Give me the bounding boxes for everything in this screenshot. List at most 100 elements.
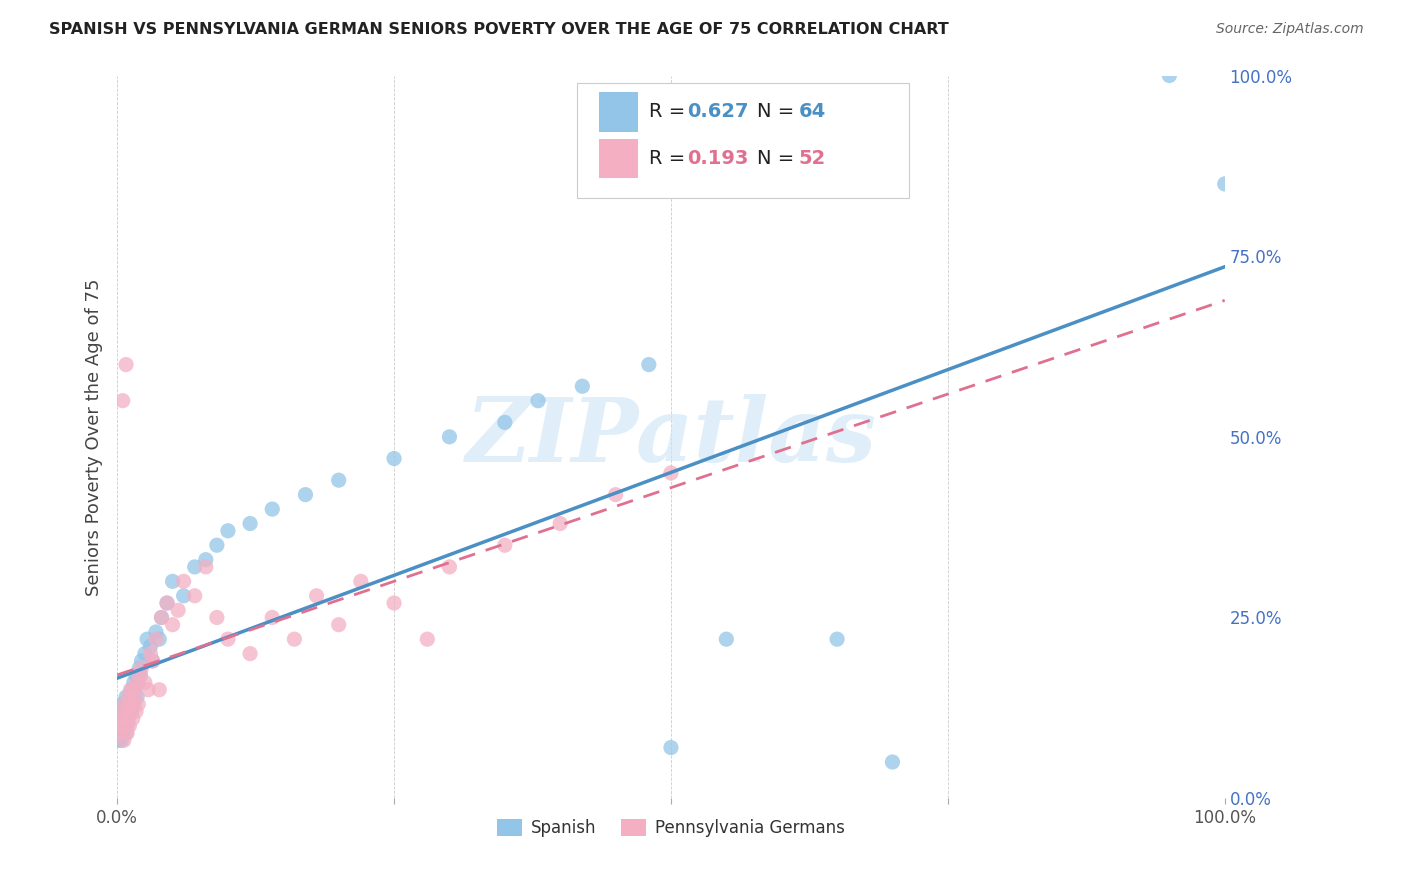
Point (194, 560, 217, 574)
Point (205, 538, 228, 552)
Point (111, 719, 134, 733)
Point (121, 690, 143, 704)
Point (139, 640, 162, 654)
Point (107, 719, 129, 733)
Point (121, 697, 143, 711)
Point (115, 719, 138, 733)
Point (111, 705, 134, 719)
Point (128, 668, 150, 682)
Point (111, 733, 134, 747)
Point (114, 697, 136, 711)
Point (127, 697, 149, 711)
Point (108, 726, 131, 740)
Point (117, 697, 139, 711)
Point (139, 647, 162, 661)
Point (114, 697, 136, 711)
Text: R =: R = (648, 149, 692, 168)
Point (183, 560, 205, 574)
Point (124, 682, 146, 697)
Point (150, 610, 173, 624)
Point (115, 726, 138, 740)
Text: N =: N = (758, 103, 801, 121)
Point (127, 675, 149, 690)
Point (112, 705, 135, 719)
Point (115, 712, 138, 726)
Point (121, 712, 143, 726)
Text: 0.193: 0.193 (688, 149, 749, 168)
Point (122, 697, 145, 711)
Point (121, 705, 143, 719)
Point (1159, 69, 1181, 83)
Point (305, 589, 328, 603)
Point (117, 690, 139, 704)
Point (121, 682, 143, 697)
Point (108, 712, 131, 726)
Point (239, 516, 262, 531)
Point (217, 524, 239, 538)
Text: SPANISH VS PENNSYLVANIA GERMAN SENIORS POVERTY OVER THE AGE OF 75 CORRELATION CH: SPANISH VS PENNSYLVANIA GERMAN SENIORS P… (49, 22, 949, 37)
Point (294, 488, 316, 502)
Point (382, 596, 405, 610)
Point (328, 617, 350, 632)
Point (122, 675, 145, 690)
Point (167, 603, 190, 617)
Point (112, 719, 135, 733)
Point (205, 610, 228, 624)
FancyBboxPatch shape (599, 92, 638, 131)
Point (882, 755, 904, 769)
Point (118, 690, 141, 704)
Point (173, 574, 195, 589)
FancyBboxPatch shape (599, 139, 638, 178)
Point (1213, 177, 1236, 191)
Point (350, 574, 373, 589)
Text: N =: N = (758, 149, 801, 168)
Point (118, 705, 141, 719)
Point (283, 632, 305, 647)
Point (111, 697, 134, 711)
Point (120, 682, 142, 697)
Point (156, 596, 179, 610)
Point (150, 610, 173, 624)
Point (111, 726, 134, 740)
Point (115, 705, 138, 719)
Point (134, 647, 156, 661)
Point (439, 430, 461, 444)
Point (494, 538, 516, 552)
Point (262, 502, 284, 516)
FancyBboxPatch shape (576, 83, 910, 198)
Point (183, 589, 205, 603)
Point (142, 654, 165, 668)
Text: R =: R = (648, 103, 692, 121)
Point (659, 466, 682, 480)
Text: Source: ZipAtlas.com: Source: ZipAtlas.com (1216, 22, 1364, 37)
Point (162, 617, 184, 632)
Point (115, 726, 138, 740)
Point (548, 516, 571, 531)
Point (125, 705, 148, 719)
Text: 64: 64 (799, 103, 825, 121)
Point (659, 740, 682, 755)
Point (111, 712, 134, 726)
Point (122, 682, 145, 697)
Point (239, 647, 262, 661)
Point (128, 661, 150, 675)
Point (173, 589, 195, 603)
Point (825, 632, 848, 647)
Point (131, 661, 153, 675)
Point (120, 697, 142, 711)
Point (110, 705, 132, 719)
Point (148, 682, 170, 697)
Point (194, 552, 217, 566)
Point (605, 488, 627, 502)
Point (494, 416, 516, 430)
Point (117, 712, 139, 726)
Point (156, 596, 179, 610)
Point (129, 668, 152, 682)
Point (114, 712, 136, 726)
Point (439, 560, 461, 574)
Point (127, 690, 149, 704)
Point (110, 712, 132, 726)
Text: ZIPatlas: ZIPatlas (465, 393, 876, 480)
Point (112, 733, 135, 747)
Point (127, 675, 149, 690)
